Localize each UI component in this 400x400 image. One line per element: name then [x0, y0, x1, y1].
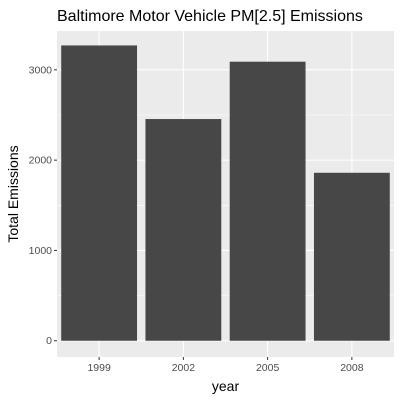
bar-2005 [229, 61, 306, 341]
y-tick-label: 3000 [29, 64, 53, 76]
bars [61, 45, 390, 341]
y-axis-title: Total Emissions [5, 145, 21, 242]
x-tick-label: 1999 [87, 362, 111, 374]
bar-1999 [61, 45, 138, 341]
bar-2002 [145, 119, 222, 341]
x-tick-label: 2008 [340, 362, 364, 374]
bar-2008 [313, 172, 390, 341]
y-tick-label: 0 [46, 335, 52, 347]
y-tick-label: 2000 [29, 155, 53, 167]
x-tick-label: 2005 [256, 362, 280, 374]
chart-title: Baltimore Motor Vehicle PM[2.5] Emission… [57, 8, 363, 25]
y-tick-label: 1000 [29, 245, 53, 257]
x-tick-label: 2002 [172, 362, 196, 374]
x-axis-title: year [212, 378, 240, 394]
axes: 0 1000 2000 3000 1999 2002 2005 2008 [29, 64, 364, 374]
